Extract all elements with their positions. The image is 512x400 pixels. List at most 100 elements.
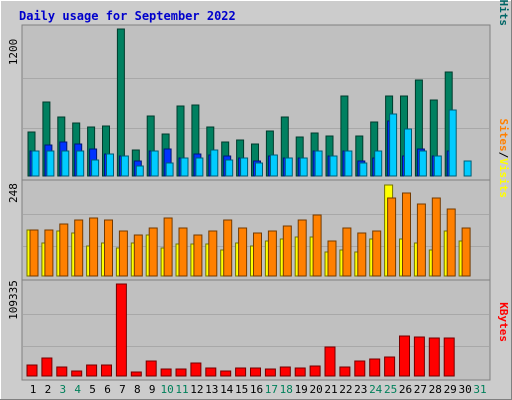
pages-bar bbox=[463, 160, 472, 177]
sites-bar bbox=[446, 208, 456, 277]
sites-visits-bars bbox=[26, 184, 471, 277]
x-tick-label: 17 bbox=[265, 383, 278, 396]
kbytes-bar bbox=[41, 357, 53, 377]
pages-bar bbox=[76, 150, 85, 177]
kbytes-bar bbox=[443, 337, 455, 377]
legend-kbytes: KBytes bbox=[497, 302, 510, 342]
pages-bar bbox=[135, 165, 144, 177]
sites-bar bbox=[163, 217, 173, 277]
kbytes-bar bbox=[339, 366, 351, 377]
kbytes-bar bbox=[26, 364, 38, 377]
pages-bar bbox=[120, 155, 129, 177]
pages-bar bbox=[31, 150, 40, 177]
sites-bar bbox=[342, 227, 352, 277]
x-tick-label: 11 bbox=[175, 383, 188, 396]
x-tick-label: 26 bbox=[399, 383, 412, 396]
hits-bar bbox=[116, 28, 125, 177]
kbytes-ylabel: KBytes bbox=[497, 302, 510, 342]
pages-bar bbox=[46, 150, 55, 177]
pages-bar bbox=[269, 154, 278, 177]
kbytes-bar bbox=[264, 368, 276, 377]
sites-bar bbox=[327, 240, 337, 277]
pages-bar bbox=[61, 150, 70, 177]
kbytes-bar bbox=[235, 367, 247, 377]
x-tick-label: 8 bbox=[134, 383, 141, 396]
pages-bar bbox=[448, 109, 457, 177]
sites-bar bbox=[29, 229, 39, 277]
chart-title: Daily usage for September 2022 bbox=[19, 9, 236, 23]
x-tick-label: 18 bbox=[280, 383, 293, 396]
x-tick-label: 19 bbox=[295, 383, 308, 396]
pages-bar bbox=[91, 159, 100, 177]
pages-bar bbox=[210, 149, 219, 177]
pages-bar bbox=[329, 155, 338, 177]
x-tick-label: 30 bbox=[458, 383, 471, 396]
sites-bar bbox=[104, 219, 113, 277]
pages-bar bbox=[404, 128, 412, 177]
sites-bar bbox=[267, 230, 277, 277]
pages-bar bbox=[359, 162, 368, 177]
kbytes-bar bbox=[399, 335, 410, 377]
legend-hits: Hits bbox=[497, 0, 510, 26]
x-tick-label: 9 bbox=[149, 383, 156, 396]
kbytes-bar bbox=[309, 365, 321, 377]
x-tick-label: 5 bbox=[89, 383, 96, 396]
pages-bar bbox=[418, 150, 427, 177]
pages-bar bbox=[314, 150, 323, 177]
kbytes-bar bbox=[56, 366, 68, 377]
pages-bar bbox=[433, 155, 442, 177]
pages-bar bbox=[165, 162, 174, 177]
pages-bar bbox=[195, 157, 204, 177]
sites-bar bbox=[461, 227, 471, 277]
x-tick-label: 29 bbox=[444, 383, 457, 396]
x-tick-label: 31 bbox=[473, 383, 486, 396]
sites-bar bbox=[372, 230, 382, 277]
sites-bar bbox=[118, 230, 128, 277]
kbytes-bar bbox=[160, 368, 172, 377]
kbytes-bar bbox=[175, 368, 187, 377]
kbytes-bar bbox=[220, 370, 232, 377]
pages-bar bbox=[240, 157, 249, 177]
sites-bar bbox=[178, 227, 188, 277]
x-tick-label: 23 bbox=[354, 383, 367, 396]
kbytes-bar bbox=[413, 336, 425, 377]
pages-bar bbox=[344, 150, 353, 177]
pages-bar bbox=[284, 157, 293, 177]
sites-bar bbox=[59, 223, 69, 277]
pages-bar bbox=[106, 153, 114, 177]
pages-bar bbox=[255, 162, 263, 177]
kbytes-bar bbox=[384, 356, 396, 377]
pages-bar bbox=[150, 150, 159, 177]
sites-bar bbox=[253, 232, 262, 277]
kbytes-bar bbox=[71, 370, 83, 377]
kbytes-bar bbox=[354, 360, 366, 377]
kbytes-bar bbox=[190, 362, 202, 377]
x-tick-label: 28 bbox=[429, 383, 442, 396]
x-tick-label: 10 bbox=[160, 383, 173, 396]
pages-bar bbox=[225, 159, 234, 177]
kbytes-bar bbox=[205, 367, 217, 377]
x-axis-labels: 1 2 3 4 5 6 7 8 9 10 11 12 13 14 15 16 17 18 19 20 21 22 23 24 2… bbox=[30, 383, 487, 396]
x-tick-label: 4 bbox=[74, 383, 81, 396]
sites-bar bbox=[357, 232, 367, 277]
sites-visits-ylabel: Sites/Visits bbox=[497, 119, 510, 199]
x-tick-label: 7 bbox=[119, 383, 126, 396]
x-tick-label: 22 bbox=[339, 383, 352, 396]
hits-files-pages-bars bbox=[27, 28, 472, 177]
sites-bar bbox=[208, 230, 218, 277]
x-tick-label: 2 bbox=[45, 383, 52, 396]
sites-bar bbox=[148, 227, 158, 277]
x-tick-label: 12 bbox=[190, 383, 203, 396]
kbytes-bar bbox=[294, 367, 306, 377]
x-tick-label: 3 bbox=[59, 383, 66, 396]
sites-bar bbox=[312, 214, 322, 277]
panel-kbytes-background bbox=[21, 279, 491, 381]
kbytes-bar bbox=[369, 358, 381, 377]
kbytes-bar bbox=[86, 364, 98, 377]
sites-bar bbox=[297, 219, 307, 277]
kbytes-bar bbox=[428, 337, 440, 377]
x-tick-label: 16 bbox=[250, 383, 263, 396]
pages-bar bbox=[299, 157, 308, 177]
kbytes-bar bbox=[130, 371, 142, 377]
